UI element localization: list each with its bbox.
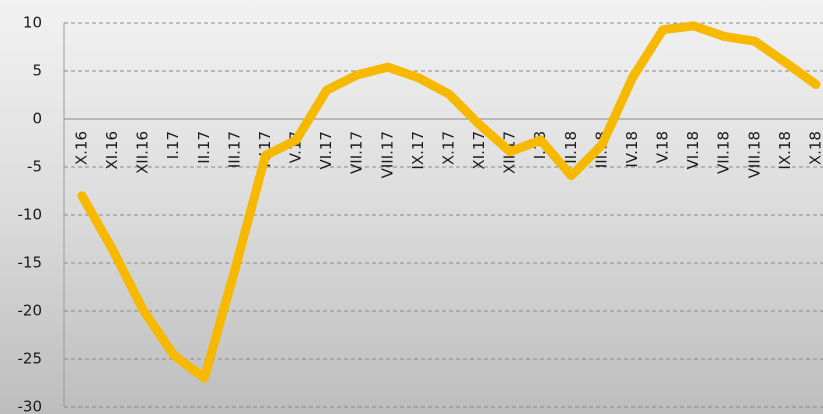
y-tick-label: 0 [32, 110, 42, 128]
x-tick-label: II.18 [562, 131, 580, 164]
x-tick-label: XII.16 [134, 131, 152, 174]
y-tick-label: -25 [18, 350, 43, 368]
y-tick-label: -30 [18, 398, 43, 414]
x-tick-label: VI.18 [684, 131, 702, 170]
x-tick-label: III.17 [225, 131, 243, 168]
x-tick-label: II.17 [195, 131, 213, 164]
x-tick-label: X.18 [806, 131, 823, 165]
x-tick-label: VI.17 [317, 131, 335, 170]
x-tick-label: IV.18 [623, 131, 641, 168]
x-tick-label: I.17 [164, 131, 182, 159]
x-tick-label: VIII.17 [378, 131, 396, 178]
y-tick-label: -10 [18, 206, 43, 224]
data-line [77, 21, 821, 383]
y-tick-label: -20 [18, 302, 43, 320]
x-tick-label: X.17 [439, 131, 457, 165]
x-tick-label: VII.18 [715, 131, 733, 174]
y-tick-label: 5 [32, 62, 42, 80]
x-tick-label: X.16 [73, 131, 91, 165]
y-tick-label: 10 [23, 14, 42, 32]
y-tick-label: -5 [27, 158, 42, 176]
x-tick-label: IX.17 [409, 131, 427, 170]
x-tick-label: VII.17 [348, 131, 366, 174]
x-tick-label: XI.17 [470, 131, 488, 170]
y-tick-label: -15 [18, 254, 43, 272]
x-tick-label: V.18 [654, 131, 672, 163]
x-tick-label: VIII.18 [745, 131, 763, 178]
x-tick-label: IX.18 [776, 131, 794, 170]
x-tick-label: XI.16 [103, 131, 121, 170]
